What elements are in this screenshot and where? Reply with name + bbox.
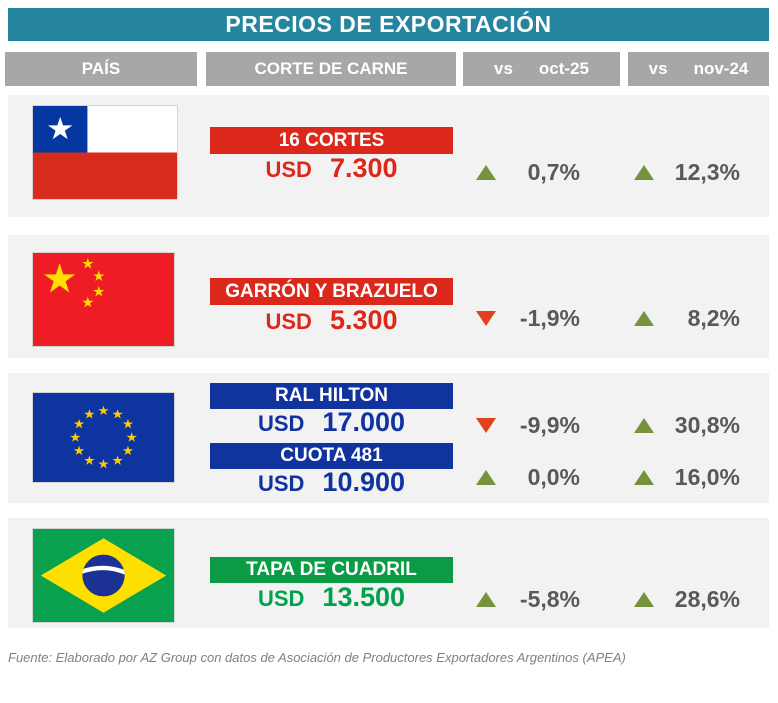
table-row-european-union: RAL HILTON USD 17.000 -9,9% 30,8% CUOTA … xyxy=(8,373,769,503)
price-line: USD 13.500 xyxy=(210,582,453,614)
cut-name: TAPA DE CUADRIL xyxy=(246,559,417,580)
change-value: 12,3% xyxy=(674,158,740,185)
vs-oct-change: 0,7% xyxy=(476,158,580,185)
price-line: USD 7.300 xyxy=(210,153,453,185)
page-title: PRECIOS DE EXPORTACIÓN xyxy=(225,11,552,37)
brazil-flag xyxy=(32,528,175,623)
vs-nov-change: 30,8% xyxy=(634,411,740,438)
vs-nov-change: 28,6% xyxy=(634,585,740,612)
european-union-flag xyxy=(32,392,175,483)
vs-oct-change: -1,9% xyxy=(476,304,580,331)
title-bar: PRECIOS DE EXPORTACIÓN xyxy=(8,8,769,41)
vs-nov-change: 12,3% xyxy=(634,158,740,185)
trend-icon xyxy=(476,164,496,180)
change-value: 16,0% xyxy=(674,463,740,490)
trend-icon xyxy=(634,469,654,485)
period-label: nov-24 xyxy=(693,59,749,78)
vs-label: vs xyxy=(494,59,513,78)
column-header-label: CORTE DE CARNE xyxy=(254,59,408,78)
table-row-brazil: TAPA DE CUADRIL USD 13.500 -5,8% 28,6% xyxy=(8,518,769,628)
change-value: 0,7% xyxy=(527,158,580,185)
trend-icon xyxy=(476,469,496,485)
change-value: -5,8% xyxy=(519,585,580,612)
vs-label: vs xyxy=(648,59,668,78)
price-line: USD 10.900 xyxy=(210,467,453,499)
price-line: USD 5.300 xyxy=(210,305,453,337)
cut-name-badge: 16 CORTES xyxy=(210,127,453,154)
trend-icon xyxy=(476,417,496,433)
trend-icon xyxy=(634,310,654,326)
price-value: 10.900 xyxy=(322,467,406,497)
vs-oct-change: 0,0% xyxy=(476,463,580,490)
vs-oct-change: -9,9% xyxy=(476,411,580,438)
trend-icon xyxy=(634,164,654,180)
change-value: 28,6% xyxy=(674,585,740,612)
price-line: USD 17.000 xyxy=(210,407,453,439)
column-header-vs-nov: vs nov-24 xyxy=(628,52,769,86)
table-row-chile: 16 CORTES USD 7.300 0,7% 12,3% xyxy=(8,95,769,217)
vs-nov-change: 8,2% xyxy=(634,304,740,331)
chile-flag xyxy=(32,105,178,200)
change-value: 0,0% xyxy=(527,463,580,490)
source-note: Fuente: Elaborado por AZ Group con datos… xyxy=(8,650,626,665)
currency-label: USD xyxy=(265,157,312,182)
vs-oct-change: -5,8% xyxy=(476,585,580,612)
change-value: 30,8% xyxy=(674,411,740,438)
cut-name: CUOTA 481 xyxy=(280,445,383,466)
table-row-china: GARRÓN Y BRAZUELO USD 5.300 -1,9% 8,2% xyxy=(8,235,769,358)
trend-icon xyxy=(476,591,496,607)
trend-icon xyxy=(634,591,654,607)
change-value: 8,2% xyxy=(687,304,740,331)
column-header-label: PAÍS xyxy=(81,59,121,78)
price-value: 17.000 xyxy=(322,407,406,437)
vs-nov-change: 16,0% xyxy=(634,463,740,490)
currency-label: USD xyxy=(257,471,305,496)
cut-name-badge: TAPA DE CUADRIL xyxy=(210,557,453,583)
price-value: 5.300 xyxy=(329,305,398,335)
trend-icon xyxy=(634,417,654,433)
cut-name: RAL HILTON xyxy=(275,385,388,406)
cut-name: 16 CORTES xyxy=(278,129,385,151)
currency-label: USD xyxy=(265,309,312,334)
change-value: -1,9% xyxy=(519,304,580,331)
period-label: oct-25 xyxy=(538,59,589,78)
cut-name-badge: RAL HILTON xyxy=(210,383,453,409)
currency-label: USD xyxy=(257,586,305,611)
cut-name-badge: CUOTA 481 xyxy=(210,443,453,469)
cut-name: GARRÓN Y BRAZUELO xyxy=(225,280,438,302)
price-value: 13.500 xyxy=(322,582,406,612)
column-header-corte: CORTE DE CARNE xyxy=(206,52,456,86)
cut-name-badge: GARRÓN Y BRAZUELO xyxy=(210,278,453,305)
price-value: 7.300 xyxy=(329,153,398,183)
change-value: -9,9% xyxy=(519,411,580,438)
trend-icon xyxy=(476,310,496,326)
china-flag xyxy=(32,252,175,347)
currency-label: USD xyxy=(257,411,305,436)
column-header-pais: PAÍS xyxy=(5,52,197,86)
column-header-vs-oct: vs oct-25 xyxy=(463,52,620,86)
